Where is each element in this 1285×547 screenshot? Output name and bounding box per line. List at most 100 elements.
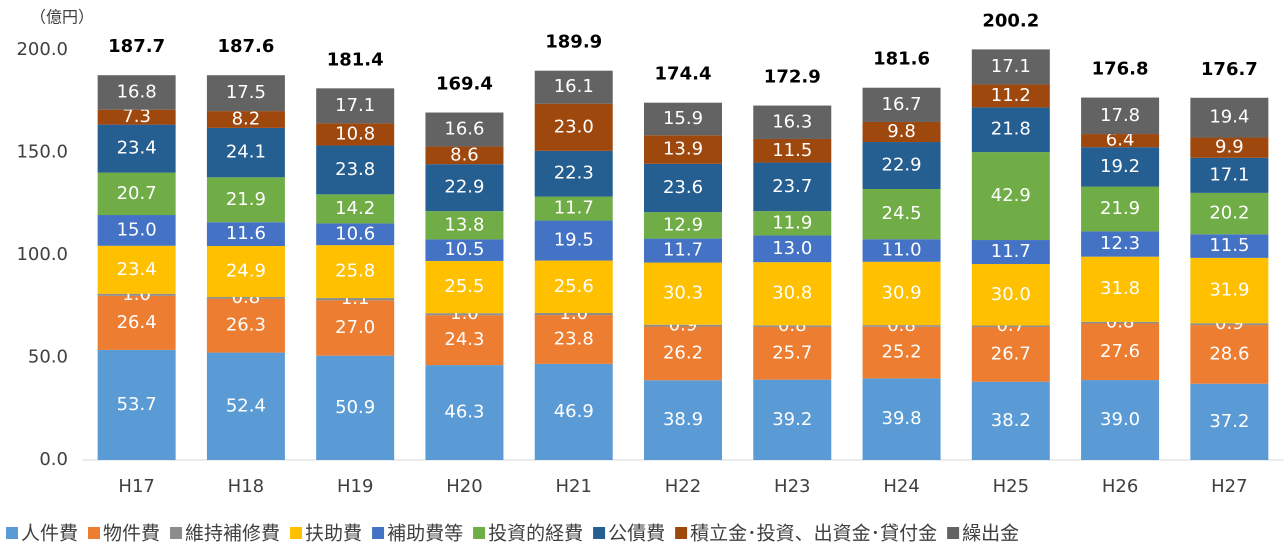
data-label: 13.9 (663, 139, 703, 160)
bar-segment (206, 127, 285, 178)
data-label: 21.8 (991, 119, 1031, 140)
data-label: 30.8 (772, 283, 812, 304)
data-label: 11.7 (991, 241, 1031, 262)
y-tick-label: 50.0 (28, 347, 68, 368)
bar-segment (534, 313, 613, 316)
x-tick-label: H27 (1211, 476, 1247, 497)
bar-segment (425, 315, 504, 366)
data-label: 8.2 (232, 108, 261, 129)
bar-segment (862, 188, 941, 240)
data-label: 20.7 (117, 183, 157, 204)
legend-swatch (290, 527, 303, 539)
bar-segment (316, 145, 395, 195)
bar-segment (425, 112, 504, 147)
data-label: 11.0 (882, 239, 922, 260)
data-label: 23.4 (117, 138, 157, 159)
total-label: 181.4 (327, 49, 384, 70)
bar-segment (316, 355, 395, 460)
x-tick-label: H20 (446, 476, 482, 497)
bar-segment (97, 215, 176, 246)
legend-label: 扶助費 (305, 523, 362, 545)
data-label: 46.9 (554, 401, 594, 422)
total-label: 200.2 (982, 10, 1039, 31)
x-tick-label: H21 (556, 476, 592, 497)
data-label: 19.2 (1100, 156, 1140, 177)
bar-segment (1081, 186, 1160, 232)
data-label: 23.8 (335, 159, 375, 180)
total-label: 189.9 (545, 32, 602, 53)
bar-segment (971, 264, 1050, 326)
bar-segment (971, 326, 1050, 382)
data-label: 26.7 (991, 343, 1031, 364)
bar-segment (1081, 134, 1160, 148)
data-label: 13.8 (444, 214, 484, 235)
legend-swatch (6, 527, 18, 539)
data-label: 11.7 (663, 240, 703, 261)
bar-segment (753, 138, 832, 163)
bar-segment (1190, 323, 1269, 326)
data-label: 11.9 (772, 212, 812, 233)
bar-segment (644, 212, 722, 239)
data-label: 16.8 (117, 81, 157, 102)
bar-segment (862, 378, 941, 460)
bar-segment (862, 325, 941, 327)
bar-segment (97, 172, 176, 216)
data-label: 46.3 (444, 402, 484, 423)
x-tick-label: H23 (774, 476, 810, 497)
bar-segment (971, 381, 1050, 460)
bar-segment (1081, 97, 1160, 135)
data-label: 25.5 (444, 276, 484, 297)
legend-label: 積立金･投資、出資金･貸付金 (690, 523, 937, 545)
data-label: 31.9 (1209, 280, 1249, 301)
bar-segment (206, 111, 285, 128)
data-label: 25.6 (554, 276, 594, 297)
x-tick-label: H22 (665, 476, 701, 497)
bar-segment (1081, 323, 1160, 381)
bar-segment (1190, 257, 1269, 324)
legend-swatch (88, 527, 101, 539)
data-label: 21.9 (226, 189, 266, 210)
x-tick-label: H17 (118, 476, 154, 497)
data-label: 42.9 (991, 185, 1031, 206)
legend-swatch (947, 527, 960, 539)
x-tick-label: H24 (883, 476, 919, 497)
data-label: 9.8 (887, 121, 916, 142)
bar-segment (1190, 234, 1269, 258)
data-label: 28.6 (1209, 343, 1249, 364)
data-label: 23.8 (554, 328, 594, 349)
data-label: 26.4 (117, 312, 157, 333)
bar-segment (316, 223, 395, 246)
data-label: 27.0 (335, 317, 375, 338)
data-label: 14.2 (335, 198, 375, 219)
bar-segment (206, 75, 285, 112)
bar-segment (534, 260, 613, 314)
legend-label: 補助費等 (387, 523, 463, 545)
data-label: 19.4 (1209, 107, 1249, 128)
data-label: 13.0 (772, 238, 812, 259)
bar-segment (97, 349, 176, 460)
data-label: 7.3 (122, 106, 151, 127)
bar-segment (862, 261, 941, 326)
bar-segment (753, 235, 832, 263)
data-label: 11.2 (991, 85, 1031, 106)
bar-segment (1190, 383, 1269, 460)
data-label: 23.7 (772, 176, 812, 197)
legend-swatch (473, 527, 486, 539)
total-label: 187.6 (217, 36, 274, 57)
total-label: 169.4 (436, 74, 493, 95)
bar-segment (316, 298, 395, 301)
bar-segment (1190, 137, 1269, 158)
data-label: 8.6 (450, 144, 479, 165)
legend-swatch (593, 527, 606, 539)
bar-segment (971, 107, 1050, 153)
data-label: 11.7 (554, 198, 594, 219)
bar-segment (534, 103, 613, 151)
data-label: 21.9 (1100, 198, 1140, 219)
data-label: 39.0 (1100, 409, 1140, 430)
data-label: 52.4 (226, 395, 266, 416)
bar-segment (97, 109, 176, 125)
bar-segment (1081, 380, 1160, 460)
bar-segment (862, 87, 941, 122)
total-label: 172.9 (764, 67, 821, 88)
